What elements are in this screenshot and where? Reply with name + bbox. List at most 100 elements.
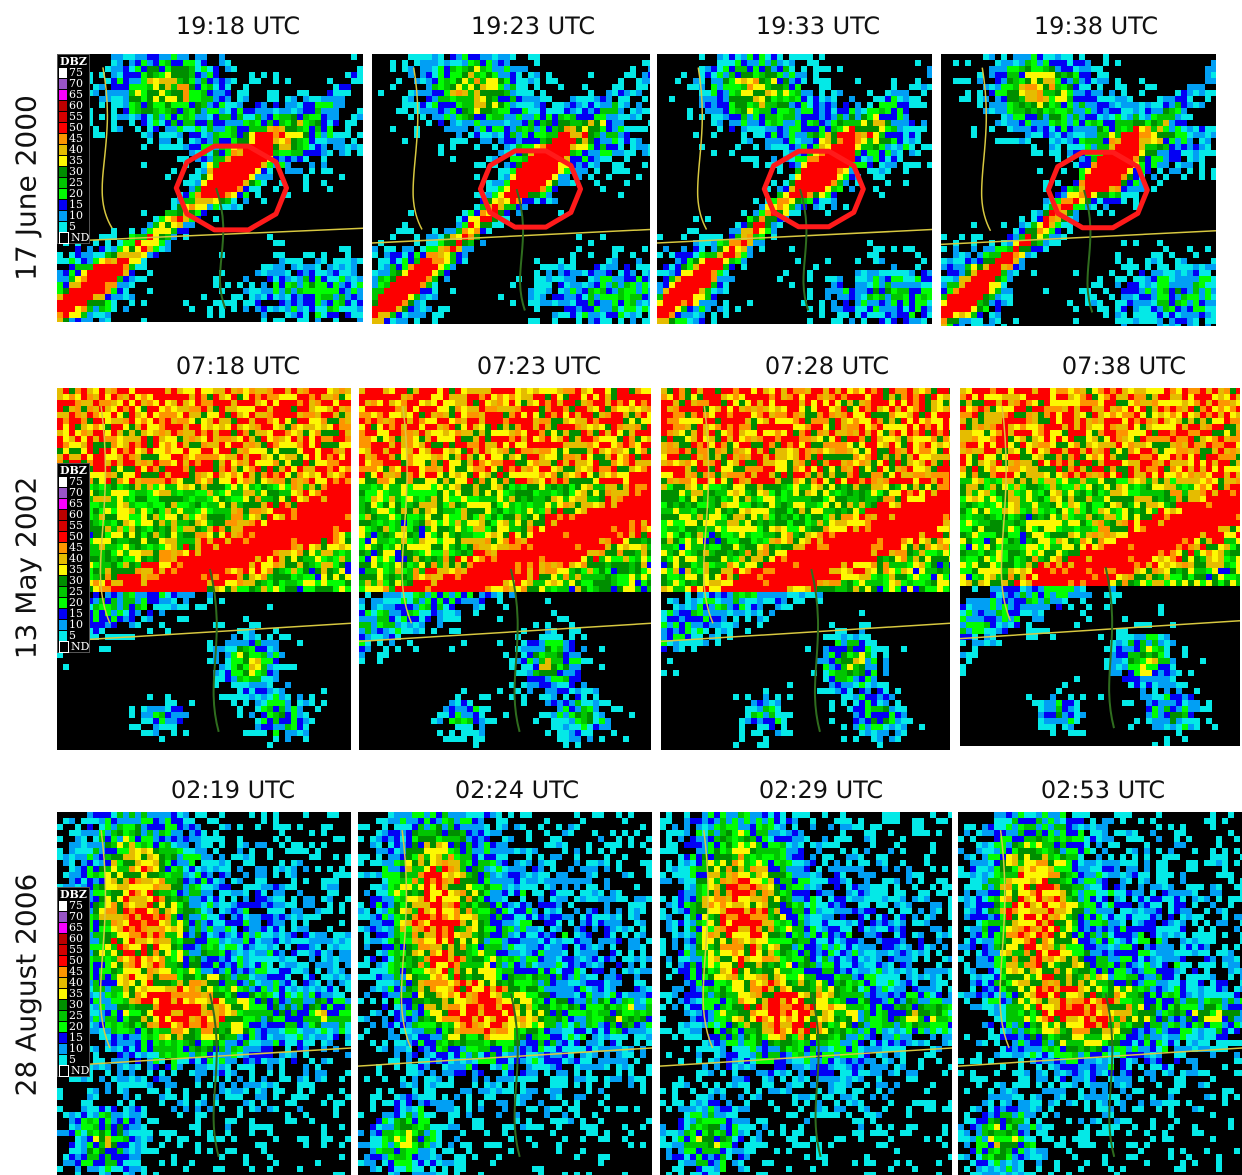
legend-value: 50 <box>69 531 85 542</box>
legend-swatch <box>59 944 67 955</box>
legend-value: 75 <box>69 476 85 487</box>
state-boundary <box>57 1047 351 1067</box>
radar-panel <box>661 388 950 750</box>
radar-panel <box>57 812 351 1175</box>
legend-swatch <box>59 1064 69 1077</box>
legend-value: 35 <box>69 564 85 575</box>
legend-value: 15 <box>69 199 85 210</box>
legend-value: 55 <box>69 520 85 531</box>
legend-level: 15 <box>58 199 89 210</box>
legend-level: 35 <box>58 155 89 166</box>
state-boundary <box>657 228 932 244</box>
panel-time-title: 02:19 UTC <box>138 776 328 804</box>
legend-value: ND <box>71 232 89 243</box>
legend-level: 10 <box>58 619 89 630</box>
legend-value: 5 <box>69 1054 85 1065</box>
legend-swatch <box>59 955 67 966</box>
legend-level: ND <box>58 640 89 653</box>
legend-level: 25 <box>58 177 89 188</box>
legend-value: 35 <box>69 988 85 999</box>
state-boundary <box>101 67 113 229</box>
river-line <box>509 993 521 1158</box>
legend-swatch <box>59 476 67 487</box>
legend-swatch <box>59 542 67 553</box>
panel-time-title: 19:33 UTC <box>723 12 913 40</box>
legend-value: 65 <box>69 922 85 933</box>
river-line <box>810 993 822 1158</box>
legend-swatch <box>59 1054 67 1065</box>
legend-level: 45 <box>58 133 89 144</box>
legend-swatch <box>59 933 67 944</box>
legend-value: 45 <box>69 966 85 977</box>
legend-level: 15 <box>58 608 89 619</box>
legend-swatch <box>59 911 67 922</box>
legend-swatch <box>59 133 67 144</box>
legend-level: 30 <box>58 999 89 1010</box>
storm-highlight-outline <box>477 148 583 230</box>
legend-swatch <box>59 922 67 933</box>
legend-value: 5 <box>69 221 85 232</box>
state-boundary <box>1000 405 1012 621</box>
legend-level: 10 <box>58 1043 89 1054</box>
legend-swatch <box>59 999 67 1010</box>
legend-value: 70 <box>69 911 85 922</box>
legend-level: 60 <box>58 933 89 944</box>
river-line <box>1083 189 1094 313</box>
radar-panel <box>941 54 1216 326</box>
legend-level: 40 <box>58 553 89 564</box>
legend-level: 30 <box>58 575 89 586</box>
legend-value: 15 <box>69 1032 85 1043</box>
state-boundary <box>702 830 714 1049</box>
radar-panel <box>57 388 351 750</box>
state-boundary <box>400 830 412 1049</box>
legend-level: 60 <box>58 509 89 520</box>
legend-value: 30 <box>69 575 85 586</box>
radar-image <box>660 812 952 1175</box>
legend-level: 70 <box>58 78 89 89</box>
legend-swatch <box>59 988 67 999</box>
legend-swatch <box>59 100 67 111</box>
legend-level: 55 <box>58 520 89 531</box>
legend-value: 70 <box>69 487 85 498</box>
legend-value: 10 <box>69 210 85 221</box>
legend-value: 10 <box>69 1043 85 1054</box>
state-boundary <box>960 619 1240 640</box>
river-line <box>1104 566 1115 729</box>
legend-value: 50 <box>69 955 85 966</box>
legend-swatch <box>59 575 67 586</box>
radar-panel <box>358 812 652 1175</box>
legend-level: 50 <box>58 955 89 966</box>
legend-value: 60 <box>69 100 85 111</box>
legend-value: 25 <box>69 1010 85 1021</box>
legend-swatch <box>59 966 67 977</box>
state-boundary <box>372 228 650 244</box>
legend-swatch <box>59 900 67 911</box>
legend-level: 35 <box>58 564 89 575</box>
legend-swatch <box>59 177 67 188</box>
legend-value: 5 <box>69 630 85 641</box>
legend-level: 10 <box>58 210 89 221</box>
legend-level: 45 <box>58 542 89 553</box>
legend-swatch <box>59 597 67 608</box>
legend-value: 45 <box>69 133 85 144</box>
dbz-legend: DBZ 75 70 65 60 55 50 45 40 35 30 25 20 15 10 5 ND <box>57 887 90 1077</box>
legend-swatch <box>59 520 67 531</box>
radar-panel <box>657 54 932 324</box>
radar-image <box>358 812 652 1175</box>
legend-swatch <box>59 487 67 498</box>
legend-value: 75 <box>69 67 85 78</box>
legend-value: 55 <box>69 944 85 955</box>
state-boundary <box>661 622 950 643</box>
state-boundary <box>358 1047 652 1067</box>
legend-swatch <box>59 221 67 232</box>
legend-value: 30 <box>69 166 85 177</box>
legend-level: 35 <box>58 988 89 999</box>
river-line <box>208 993 220 1158</box>
river-line <box>215 187 227 309</box>
legend-swatch <box>59 1032 67 1043</box>
legend-level: 65 <box>58 498 89 509</box>
legend-value: 15 <box>69 608 85 619</box>
legend-swatch <box>59 210 67 221</box>
legend-value: 20 <box>69 188 85 199</box>
legend-swatch <box>59 155 67 166</box>
